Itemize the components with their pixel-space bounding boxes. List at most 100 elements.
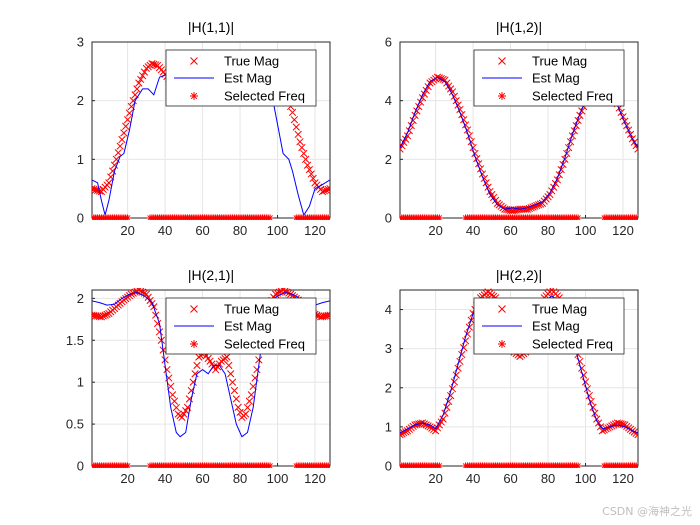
true-mag-marker: [245, 397, 254, 405]
legend-est-label: Est Mag: [224, 71, 272, 86]
true-mag-marker: [585, 391, 593, 400]
y-tick-label: 3: [385, 341, 392, 356]
legend-true-mark: [498, 57, 506, 65]
true-mag-marker: [617, 108, 625, 117]
true-mag-marker: [602, 425, 610, 433]
true-mag-marker: [123, 116, 132, 124]
legend-true-mark: [190, 57, 198, 65]
subplot-title: |H(2,1)|: [188, 267, 234, 283]
true-mag-marker: [232, 395, 240, 403]
true-mag-marker: [576, 357, 584, 366]
legend-true-label: True Mag: [532, 302, 587, 317]
x-tick-label: 60: [195, 471, 209, 486]
true-mag-marker: [619, 113, 627, 121]
true-mag-marker: [108, 167, 117, 175]
true-mag-marker: [546, 190, 554, 199]
true-mag-marker: [463, 330, 472, 338]
true-mag-marker: [324, 185, 330, 194]
true-mag-marker: [161, 356, 169, 364]
y-tick-label: 2: [385, 380, 392, 395]
y-tick-label: 2: [77, 291, 84, 306]
true-mag-marker: [400, 431, 404, 439]
true-mag-marker: [140, 68, 149, 76]
true-mag-marker: [634, 145, 638, 153]
true-mag-marker: [448, 385, 457, 393]
legend-selected-mark: [498, 340, 506, 348]
true-mag-marker: [292, 123, 300, 131]
true-mag-marker: [561, 155, 569, 163]
true-mag-marker: [583, 385, 592, 393]
true-mag-marker: [300, 149, 308, 158]
true-mag-marker: [135, 79, 143, 87]
true-mag-marker: [253, 365, 261, 374]
true-mag-marker: [223, 353, 231, 361]
x-tick-label: 100: [267, 223, 289, 238]
true-mag-marker: [581, 378, 590, 386]
legend-selected-label: Selected Freq: [532, 337, 613, 352]
true-mag-marker: [191, 370, 199, 378]
selected-freq-marker: [266, 214, 274, 220]
true-mag-marker: [400, 145, 404, 153]
true-mag-marker: [452, 371, 460, 379]
true-mag-marker: [301, 155, 310, 163]
true-mag-marker: [578, 364, 586, 372]
true-mag-marker: [125, 109, 134, 117]
x-tick-label: 80: [233, 471, 247, 486]
subplot-4: 20 40 60 80 100 120 0 1 2 3 4 |H(2,2)| True Mag Est M…: [385, 267, 639, 486]
x-tick-label: 100: [575, 471, 597, 486]
x-tick-label: 20: [120, 223, 134, 238]
legend-selected-label: Selected Freq: [224, 89, 305, 104]
legend-selected-mark: [498, 92, 506, 100]
true-mag-marker: [439, 415, 447, 423]
true-mag-marker: [116, 142, 124, 150]
true-mag-marker: [401, 428, 410, 436]
true-mag-marker: [621, 117, 629, 125]
true-mag-marker: [591, 409, 599, 417]
x-tick-label: 20: [428, 223, 442, 238]
true-mag-marker: [118, 135, 126, 144]
x-tick-label: 100: [575, 223, 597, 238]
true-mag-marker: [454, 364, 462, 372]
legend-selected-mark: [190, 340, 198, 348]
legend: True Mag Est Mag Selected Freq: [473, 49, 625, 107]
true-mag-marker: [303, 161, 312, 169]
legend: True Mag Est Mag Selected Freq: [473, 297, 625, 355]
watermark: CSDN @海神之光: [602, 505, 692, 518]
legend: True Mag Est Mag Selected Freq: [165, 297, 317, 355]
true-mag-marker: [155, 328, 164, 336]
x-tick-label: 40: [158, 471, 172, 486]
true-mag-marker: [138, 72, 147, 80]
legend-selected-mark: [190, 92, 198, 100]
y-tick-label: 0: [77, 459, 84, 474]
true-mag-marker: [324, 311, 330, 320]
x-tick-label: 40: [466, 223, 480, 238]
legend-est-label: Est Mag: [224, 319, 272, 334]
y-tick-label: 1: [385, 419, 392, 434]
true-mag-marker: [99, 312, 107, 320]
true-mag-marker: [228, 378, 237, 386]
true-mag-marker: [180, 410, 188, 418]
true-mag-marker: [400, 142, 406, 150]
y-tick-label: 2: [77, 93, 84, 108]
true-mag-marker: [458, 350, 466, 359]
subplot-title: |H(2,2)|: [496, 267, 542, 283]
y-tick-label: 6: [385, 35, 392, 50]
selected-freq-marker: [266, 462, 274, 468]
true-mag-marker: [593, 415, 601, 423]
true-mag-marker: [578, 107, 586, 115]
true-mag-marker: [469, 143, 477, 152]
subplot-3: 20 40 60 80 100 120 0 0.5 1 1.5 2 |H(2,1)| True Mag E…: [66, 267, 331, 486]
true-mag-marker: [461, 337, 470, 345]
true-mag-marker: [465, 132, 473, 140]
true-mag-marker: [131, 288, 139, 296]
true-mag-marker: [163, 365, 171, 374]
x-tick-label: 20: [120, 471, 134, 486]
true-mag-marker: [182, 407, 190, 415]
true-mag-marker: [242, 410, 250, 418]
true-mag-marker: [227, 370, 235, 378]
true-mag-marker: [255, 356, 263, 364]
true-mag-marker: [152, 311, 160, 319]
true-mag-marker: [137, 75, 145, 84]
selected-freq-marker: [326, 462, 330, 468]
true-mag-marker: [290, 116, 299, 124]
